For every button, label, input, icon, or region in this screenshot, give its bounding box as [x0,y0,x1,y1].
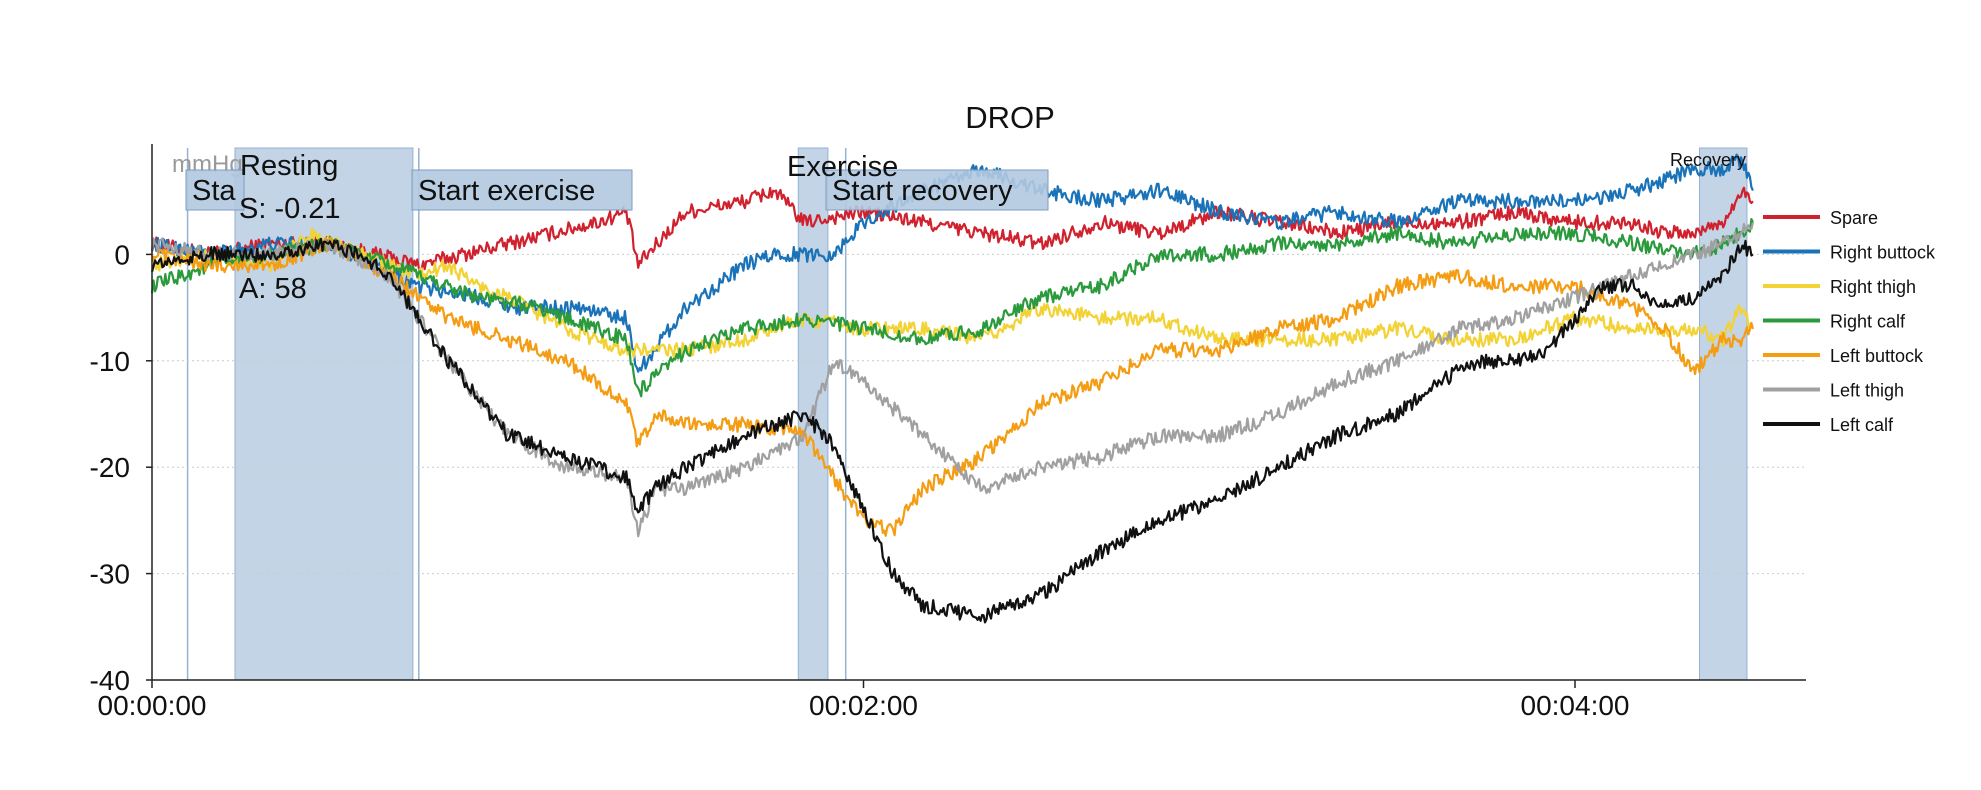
annotation-a: A: 58 [239,273,307,305]
series-line-right-calf [150,218,1754,398]
phase-label-2: Start exercise [418,175,595,207]
x-tick-label-1: 00:02:00 [809,690,918,721]
legend-label-0: Spare [1830,208,1878,228]
y-tick-label-0: 0 [114,239,130,270]
legend-label-3: Right calf [1830,312,1906,332]
phase-label-layer: Sta Start exercise Start recovery Resting Ex… [185,150,1746,305]
phase-band-1 [234,147,414,681]
legend-label-5: Left thigh [1830,381,1904,401]
annotation-s: S: -0.21 [239,193,341,225]
y-tick-label-3: -30 [90,559,130,590]
phase-label-3: Exercise [787,151,898,183]
y-tick-label-1: -10 [90,346,130,377]
series-layer [150,153,1754,624]
legend-label-1: Right buttock [1830,243,1936,263]
series-line-left-buttock [150,237,1754,537]
legend-label-4: Left buttock [1830,346,1924,366]
series-line-left-calf [150,237,1754,624]
legend: Spare Right buttock Right thigh Right calf L… [1763,208,1936,435]
phase-layer [186,147,1748,681]
y-tick-label-2: -20 [90,452,130,483]
phase-label-box-4 [825,169,1049,211]
legend-label-6: Left calf [1830,415,1894,435]
phase-label-box-2 [411,169,633,211]
x-tick-label-2: 00:04:00 [1521,690,1630,721]
phase-label-1: Resting [240,150,338,182]
series-line-spare [150,186,1754,272]
phase-label-box-0 [185,169,245,211]
phase-label-0: Sta [192,175,236,207]
x-tick-label-0: 00:00:00 [98,690,207,721]
chart-title: DROP [965,100,1055,135]
y-tick-label-4: -40 [90,665,130,696]
phase-label-5: Recovery [1670,150,1746,170]
phase-label-4: Start recovery [832,175,1013,207]
grid-layer [152,253,1806,575]
legend-label-2: Right thigh [1830,277,1916,297]
